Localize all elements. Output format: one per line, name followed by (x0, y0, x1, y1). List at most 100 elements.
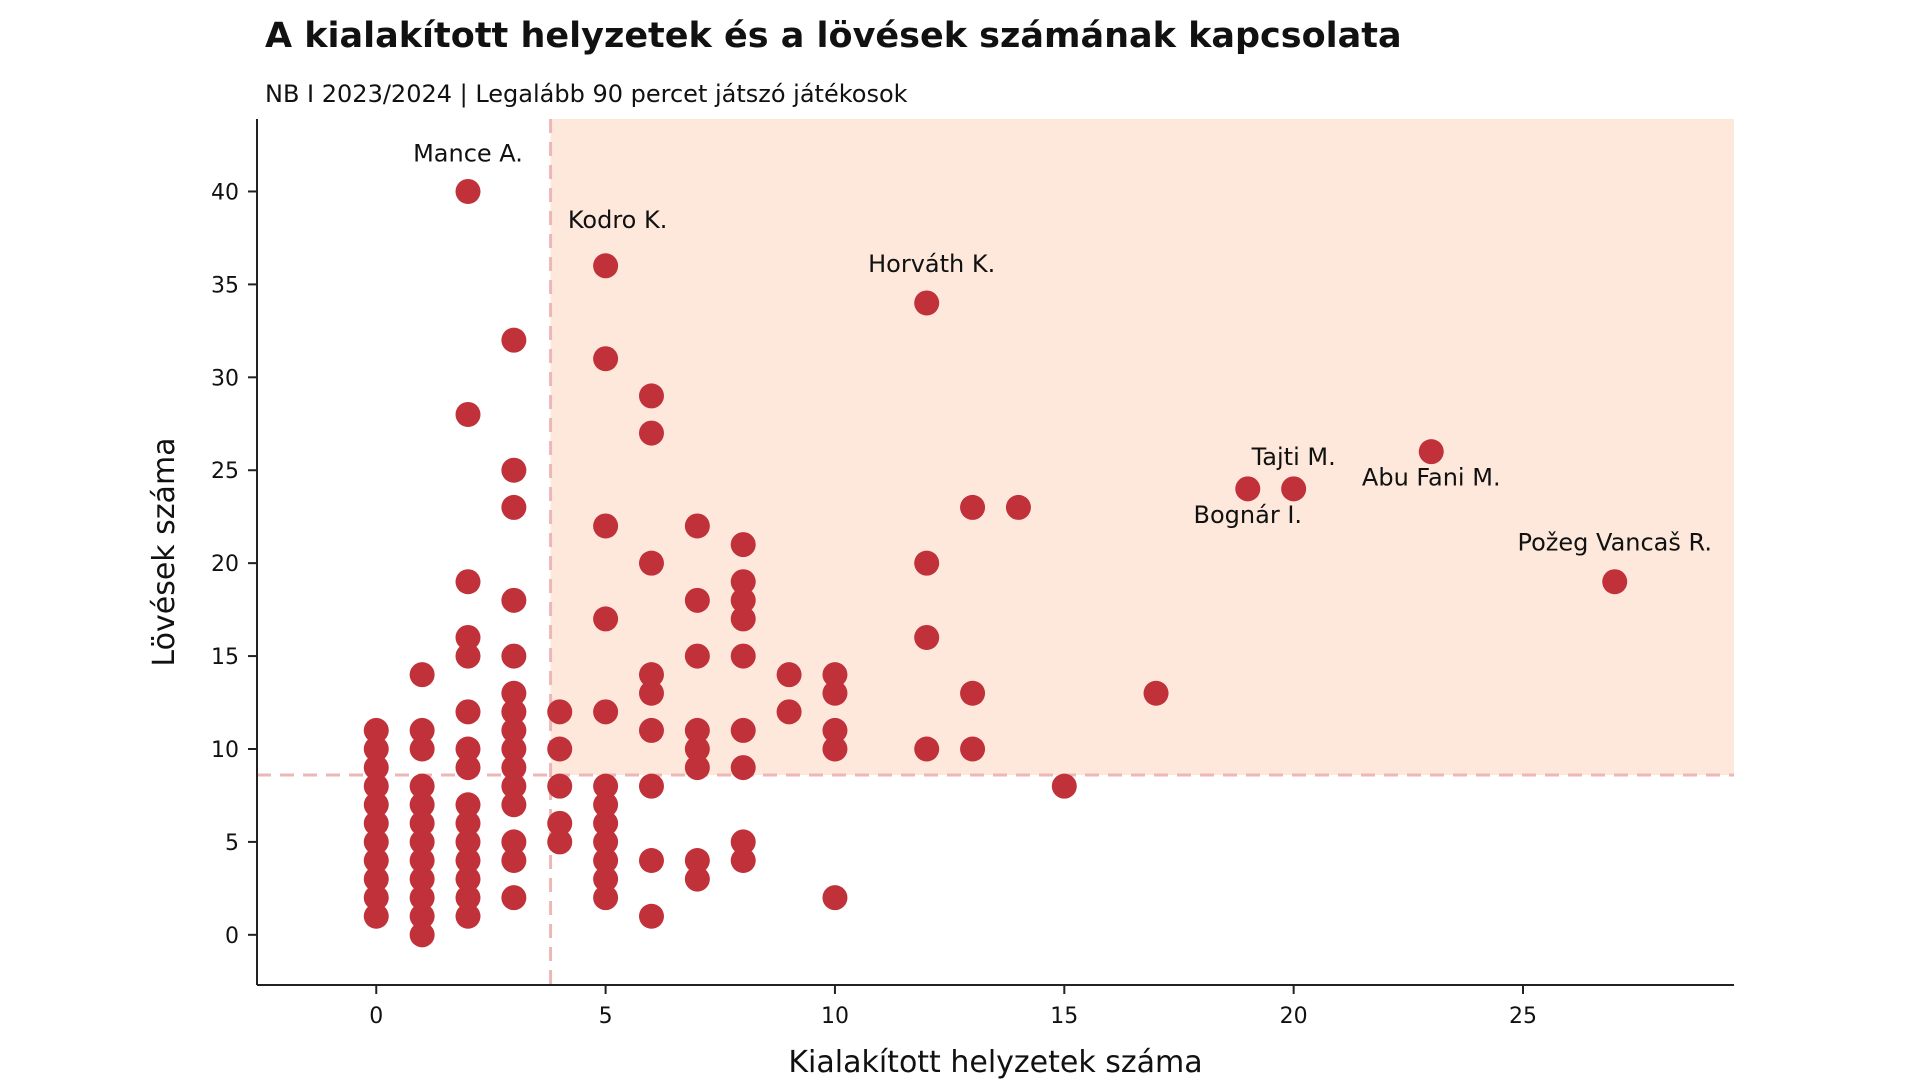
highlight-region (550, 119, 1735, 776)
data-point (455, 847, 481, 873)
data-point (501, 736, 527, 762)
data-point (409, 903, 435, 929)
y-tick-label: 35 (211, 273, 239, 298)
data-point (501, 847, 527, 873)
y-tick-label: 25 (211, 459, 239, 484)
data-point (822, 662, 848, 688)
data-point (455, 643, 481, 669)
data-point (638, 903, 664, 929)
data-point (455, 755, 481, 781)
data-point (455, 736, 481, 762)
data-point (455, 178, 481, 204)
data-point (638, 550, 664, 576)
data-point (501, 792, 527, 818)
data-point (363, 792, 389, 818)
data-point (593, 847, 619, 873)
data-point (684, 755, 710, 781)
chart-title: A kialakított helyzetek és a lövések szá… (265, 16, 1402, 56)
data-point (593, 773, 619, 799)
data-point (1005, 494, 1031, 520)
data-point (593, 885, 619, 911)
data-point (1281, 476, 1307, 502)
x-tick-label: 20 (1280, 1004, 1308, 1029)
data-point (455, 792, 481, 818)
data-point (638, 717, 664, 743)
data-point (684, 736, 710, 762)
data-point (684, 717, 710, 743)
y-tick-label: 40 (211, 180, 239, 205)
data-point (501, 587, 527, 613)
data-point (363, 736, 389, 762)
data-point (547, 829, 573, 855)
data-point (730, 847, 756, 873)
point-annotation: Kodro K. (568, 206, 667, 234)
data-point (501, 755, 527, 781)
data-point (409, 829, 435, 855)
data-point (501, 327, 527, 353)
data-point (822, 680, 848, 706)
data-point (363, 717, 389, 743)
data-point (914, 624, 940, 650)
x-tick-label: 5 (599, 1004, 613, 1029)
data-point (501, 494, 527, 520)
data-point (593, 513, 619, 539)
data-point (501, 457, 527, 483)
data-point (501, 773, 527, 799)
data-point (684, 866, 710, 892)
point-annotation: Mance A. (413, 139, 523, 167)
data-point (593, 866, 619, 892)
data-point (409, 847, 435, 873)
data-point (960, 680, 986, 706)
y-tick-label: 10 (211, 738, 239, 763)
x-tick-label: 10 (821, 1004, 849, 1029)
data-point (638, 383, 664, 409)
x-tick-label: 15 (1050, 1004, 1078, 1029)
point-annotation: Tajti M. (1251, 443, 1336, 471)
data-point (730, 755, 756, 781)
data-point (1235, 476, 1261, 502)
data-point (501, 680, 527, 706)
data-point (547, 736, 573, 762)
data-point (593, 810, 619, 836)
data-point (730, 532, 756, 558)
data-point (684, 513, 710, 539)
data-point (638, 680, 664, 706)
data-point (914, 290, 940, 316)
data-point (501, 885, 527, 911)
x-axis-label: Kialakított helyzetek száma (788, 1045, 1202, 1080)
data-point (914, 550, 940, 576)
point-annotation: Abu Fani M. (1362, 464, 1501, 492)
y-tick-label: 15 (211, 645, 239, 670)
data-point (547, 810, 573, 836)
data-point (1051, 773, 1077, 799)
data-point (455, 699, 481, 725)
data-point (455, 885, 481, 911)
data-point (547, 699, 573, 725)
data-point (455, 401, 481, 427)
data-point (822, 736, 848, 762)
data-point (684, 847, 710, 873)
data-point (593, 829, 619, 855)
data-point (363, 773, 389, 799)
data-point (638, 847, 664, 873)
x-tick-label: 25 (1509, 1004, 1537, 1029)
data-point (547, 773, 573, 799)
data-point (960, 494, 986, 520)
data-point (822, 885, 848, 911)
data-point (363, 829, 389, 855)
data-point (593, 606, 619, 632)
data-point (363, 903, 389, 929)
data-point (914, 736, 940, 762)
data-point (776, 662, 802, 688)
data-point (455, 569, 481, 595)
data-point (638, 662, 664, 688)
data-point (593, 699, 619, 725)
y-tick-label: 0 (225, 924, 239, 949)
x-tick-label: 0 (369, 1004, 383, 1029)
data-point (455, 810, 481, 836)
data-point (363, 885, 389, 911)
y-tick-label: 5 (225, 831, 239, 856)
data-point (730, 829, 756, 855)
data-point (409, 717, 435, 743)
